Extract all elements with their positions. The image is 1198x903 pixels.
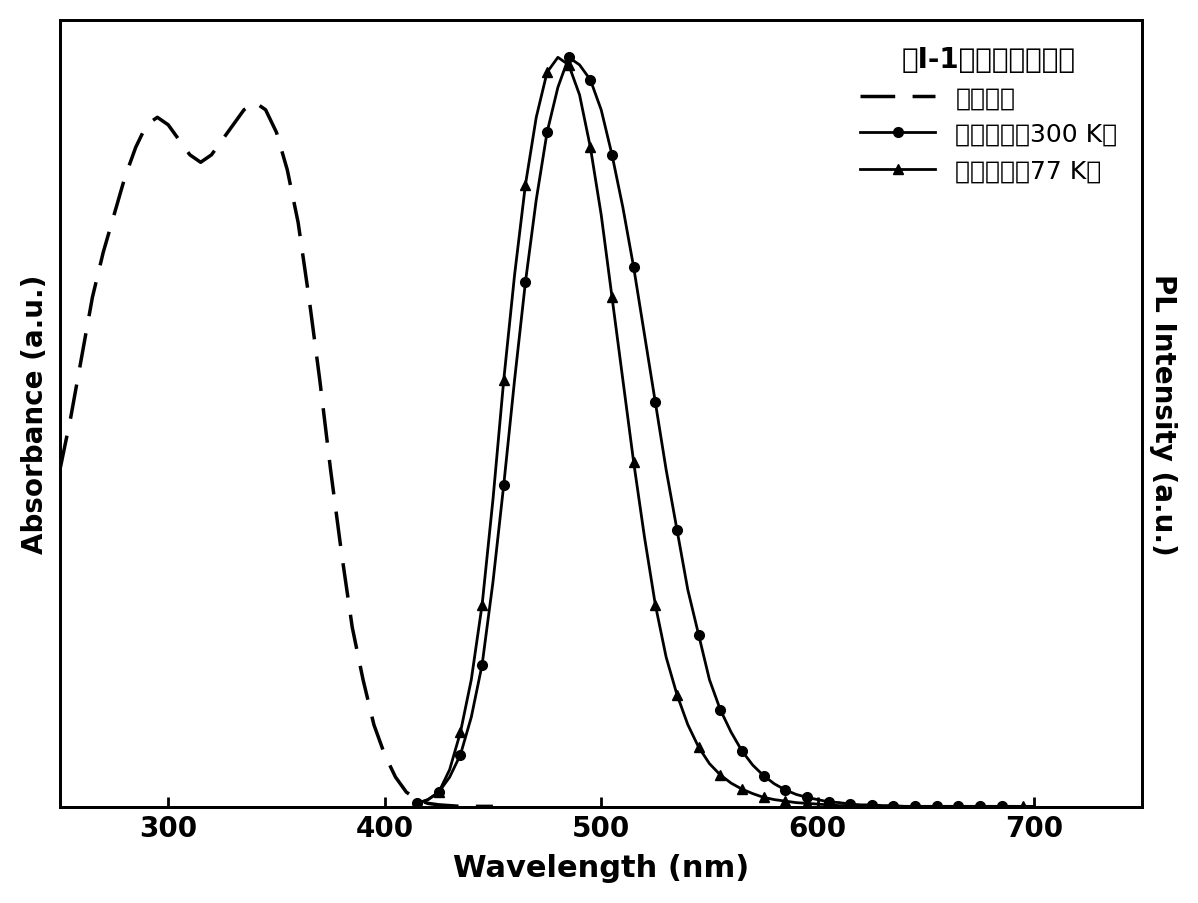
发射光谱（300 K）: [637, 330, 652, 340]
吸收光谱: [150, 113, 164, 124]
发射光谱（77 K）: [551, 53, 565, 64]
X-axis label: Wavelength (nm): Wavelength (nm): [453, 853, 749, 882]
吸收光谱: [485, 801, 500, 812]
吸收光谱: [410, 795, 424, 805]
吸收光谱: [377, 749, 392, 760]
吸收光谱: [442, 800, 456, 811]
发射光谱（300 K）: [562, 53, 576, 64]
发射光谱（300 K）: [410, 798, 424, 809]
吸收光谱: [85, 293, 99, 303]
吸收光谱: [334, 547, 349, 558]
发射光谱（77 K）: [1027, 801, 1041, 812]
吸收光谱: [420, 798, 435, 809]
吸收光谱: [302, 293, 316, 303]
发射光谱（300 K）: [876, 800, 890, 811]
发射光谱（77 K）: [833, 800, 847, 811]
吸收光谱: [63, 413, 78, 424]
吸收光谱: [161, 120, 175, 131]
吸收光谱: [323, 465, 338, 476]
Line: 发射光谱（77 K）: 发射光谱（77 K）: [412, 53, 1039, 811]
发射光谱（77 K）: [887, 801, 901, 812]
吸收光谱: [291, 218, 305, 228]
Line: 发射光谱（300 K）: 发射光谱（300 K）: [412, 53, 1017, 811]
吸收光谱: [367, 720, 381, 731]
吸收光谱: [96, 247, 110, 258]
吸收光谱: [205, 150, 219, 161]
Line: 吸收光谱: 吸收光谱: [60, 103, 492, 806]
吸收光谱: [431, 799, 446, 810]
吸收光谱: [388, 772, 403, 783]
发射光谱（77 K）: [951, 801, 966, 812]
吸收光谱: [226, 120, 241, 131]
吸收光谱: [356, 675, 370, 685]
吸收光谱: [237, 106, 252, 116]
吸收光谱: [345, 622, 359, 633]
发射光谱（300 K）: [756, 770, 770, 781]
发射光谱（77 K）: [410, 798, 424, 809]
发射光谱（300 K）: [420, 795, 435, 805]
吸收光谱: [107, 210, 121, 221]
吸收光谱: [313, 375, 327, 386]
吸收光谱: [216, 135, 230, 146]
吸收光谱: [453, 801, 467, 812]
发射光谱（77 K）: [1005, 801, 1019, 812]
吸收光谱: [270, 127, 284, 138]
吸收光谱: [280, 165, 295, 176]
发射光谱（300 K）: [811, 795, 825, 805]
发射光谱（300 K）: [897, 801, 912, 812]
吸收光谱: [248, 98, 262, 108]
吸收光谱: [399, 787, 413, 797]
吸收光谱: [474, 801, 489, 812]
发射光谱（300 K）: [788, 789, 803, 800]
Y-axis label: Absorbance (a.u.): Absorbance (a.u.): [20, 275, 49, 554]
吸收光谱: [464, 801, 478, 812]
吸收光谱: [139, 120, 153, 131]
吸收光谱: [74, 352, 89, 363]
发射光谱（77 K）: [562, 61, 576, 71]
吸收光谱: [259, 106, 273, 116]
吸收光谱: [194, 158, 208, 169]
Y-axis label: PL Intensity (a.u.): PL Intensity (a.u.): [1149, 274, 1178, 554]
吸收光谱: [182, 150, 196, 161]
吸收光谱: [128, 143, 143, 154]
发射光谱（77 K）: [865, 801, 879, 812]
Legend: 吸收光谱, 发射光谱（300 K）, 发射光谱（77 K）: 吸收光谱, 发射光谱（300 K）, 发射光谱（77 K）: [848, 33, 1130, 196]
发射光谱（300 K）: [1005, 801, 1019, 812]
吸收光谱: [117, 172, 132, 183]
吸收光谱: [171, 135, 186, 146]
吸收光谱: [53, 465, 67, 476]
发射光谱（77 K）: [573, 90, 587, 101]
